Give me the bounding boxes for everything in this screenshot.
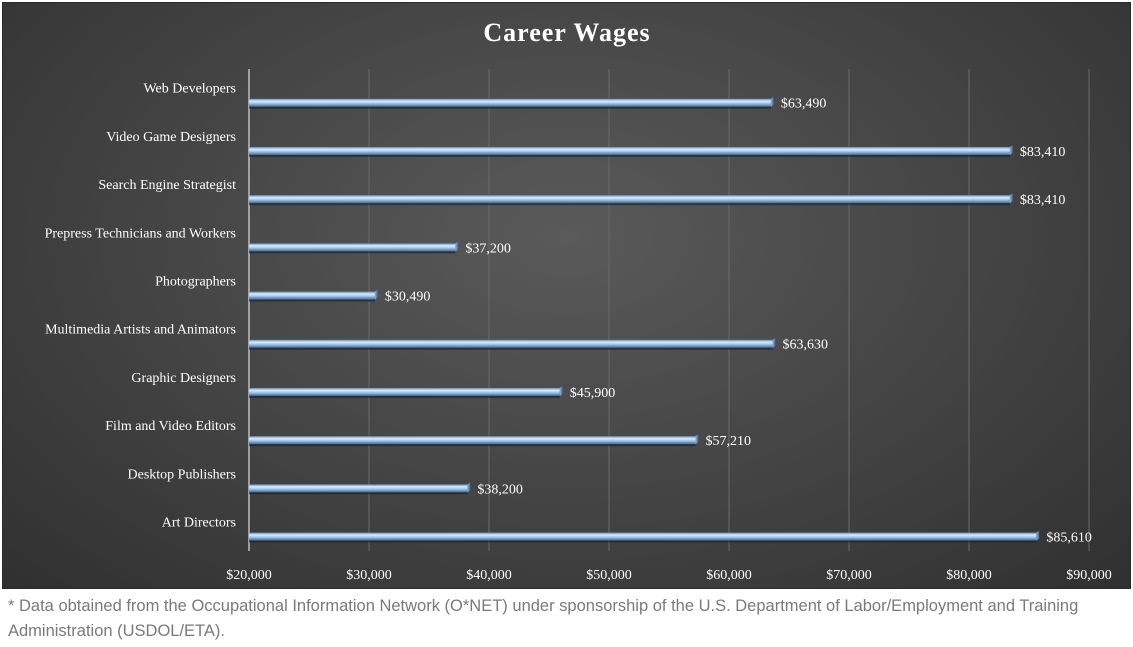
chart-panel: Career Wages Art Directors Desktop Publis… — [2, 2, 1131, 589]
category-label: Web Developers — [143, 82, 236, 97]
x-axis-tick-labels: $20,000 $30,000 $40,000 $50,000 $60,000 $70,0… — [226, 568, 1112, 583]
category-label: Video Game Designers — [106, 130, 236, 145]
chart-title: Career Wages — [483, 18, 650, 47]
bar-body — [249, 339, 773, 348]
x-tick-label: $50,000 — [586, 568, 632, 583]
bar — [249, 289, 378, 302]
bar-cap — [772, 337, 776, 348]
category-label: Photographers — [155, 275, 236, 290]
bar-cap — [455, 241, 459, 252]
bar-cap — [1036, 530, 1040, 541]
value-label: $63,630 — [783, 338, 829, 353]
category-labels: Art Directors Desktop Publishers Film and … — [45, 82, 236, 531]
bar — [249, 144, 1013, 157]
bar-cap — [695, 434, 699, 445]
category-label: Desktop Publishers — [128, 467, 237, 482]
bar-body — [249, 291, 375, 300]
bar-cap — [1009, 193, 1013, 204]
bar-cap — [374, 289, 378, 300]
bar-body — [249, 98, 771, 107]
category-label: Multimedia Artists and Animators — [45, 323, 236, 338]
bar — [249, 385, 563, 398]
bar-cap — [1009, 144, 1013, 155]
bar-cap — [467, 482, 471, 493]
gridlines — [368, 69, 1090, 551]
x-tick-label: $40,000 — [466, 568, 512, 583]
value-label: $37,200 — [465, 241, 511, 256]
x-tick-label: $90,000 — [1066, 568, 1112, 583]
bar-body — [249, 484, 468, 493]
value-label: $85,610 — [1046, 531, 1092, 546]
category-label: Art Directors — [162, 516, 236, 531]
bar — [249, 482, 471, 495]
bar-body — [249, 195, 1010, 204]
x-tick-label: $80,000 — [946, 568, 992, 583]
bar-chart: Career Wages Art Directors Desktop Publis… — [45, 18, 1112, 583]
bar — [249, 96, 774, 109]
x-tick-label: $60,000 — [706, 568, 752, 583]
bar — [249, 193, 1013, 206]
value-label: $38,200 — [477, 482, 523, 497]
bar-cap — [770, 96, 774, 107]
bar-cap — [559, 385, 563, 396]
category-label: Search Engine Strategist — [98, 178, 236, 193]
bar-body — [249, 243, 456, 252]
bars — [249, 96, 1040, 543]
bar-body — [249, 436, 696, 445]
x-tick-label: $70,000 — [826, 568, 872, 583]
category-label: Film and Video Editors — [105, 419, 236, 434]
value-label: $83,410 — [1020, 193, 1065, 208]
value-labels: $85,610 $38,200 $57,210 $45,900 $63,630 $30,4… — [385, 97, 1092, 546]
value-label: $63,490 — [781, 97, 827, 112]
bar — [249, 337, 776, 350]
bar — [249, 241, 459, 254]
bar-body — [249, 387, 560, 396]
category-label: Prepress Technicians and Workers — [45, 226, 236, 241]
bar-body — [249, 146, 1010, 155]
bar-body — [249, 532, 1037, 541]
value-label: $83,410 — [1020, 145, 1065, 160]
x-tick-label: $20,000 — [226, 568, 272, 583]
value-label: $30,490 — [385, 290, 431, 305]
x-tick-label: $30,000 — [346, 568, 392, 583]
bar — [249, 434, 699, 447]
value-label: $57,210 — [706, 434, 752, 449]
footnote: * Data obtained from the Occupational In… — [8, 597, 1079, 640]
value-label: $45,900 — [570, 386, 616, 401]
bar — [249, 530, 1040, 543]
category-label: Graphic Designers — [131, 371, 236, 386]
